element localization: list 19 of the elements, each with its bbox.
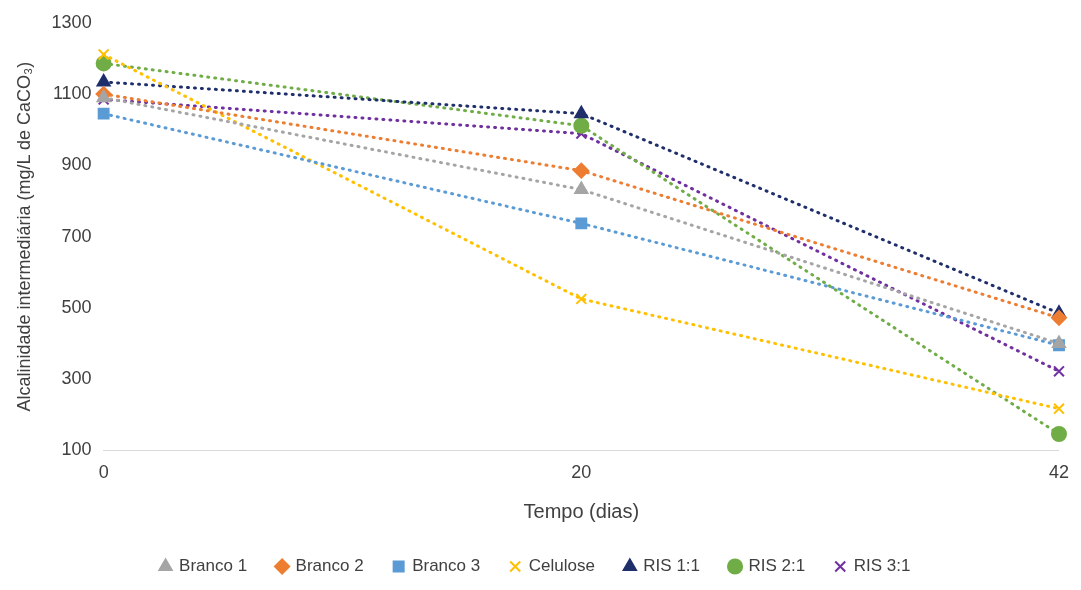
y-tick-label: 1300 <box>51 11 92 32</box>
x-tick-label: 42 <box>1048 462 1069 483</box>
legend-label: Branco 3 <box>412 556 481 576</box>
x-tick-label: 0 <box>98 462 109 483</box>
y-tick-label: 100 <box>61 439 92 460</box>
x-tick-label: 20 <box>571 462 592 483</box>
y-tick-label: 500 <box>61 296 92 317</box>
y-tick-label: 900 <box>61 154 92 175</box>
x-axis-title: Tempo (dias) <box>523 499 640 522</box>
y-axis-title: Alcalinidade intermediária (mg/L de CaCO₃) <box>13 61 34 412</box>
y-tick-label: 1100 <box>52 83 92 104</box>
legend-label: RIS 2:1 <box>748 556 806 576</box>
legend-label: Branco 1 <box>179 556 248 576</box>
y-tick-label: 700 <box>61 225 92 246</box>
y-tick-label: 300 <box>61 368 92 389</box>
legend-label: RIS 1:1 <box>643 556 701 576</box>
legend-label: Celulose <box>528 556 595 576</box>
legend-label: Branco 2 <box>295 556 364 576</box>
legend-label: RIS 3:1 <box>853 556 911 576</box>
